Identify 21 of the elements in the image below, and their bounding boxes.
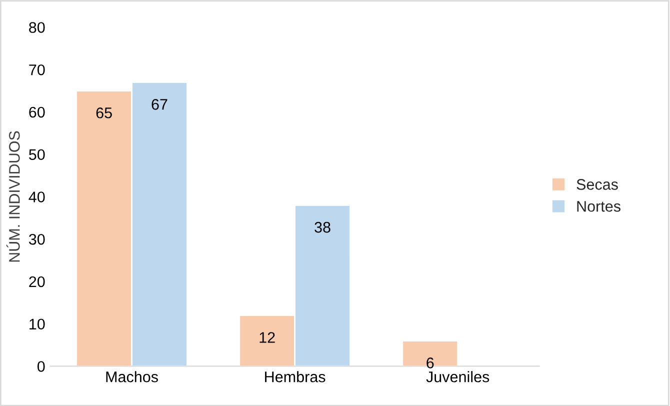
- data-label: 67: [152, 99, 168, 110]
- bar: [402, 340, 459, 366]
- x-tick-label: Juveniles: [426, 371, 490, 382]
- y-tick-label: 50: [29, 149, 45, 160]
- x-tick-label: Hembras: [265, 371, 326, 382]
- legend-label: Secas: [576, 179, 618, 190]
- y-tick-label: 20: [29, 276, 45, 288]
- x-tick-label: Machos: [106, 371, 158, 382]
- data-label: 38: [314, 222, 330, 233]
- y-tick-label: 70: [29, 64, 45, 76]
- y-tick-label: 0: [37, 361, 45, 372]
- data-label: 12: [260, 332, 275, 343]
- y-tick-label: 60: [29, 106, 45, 118]
- y-tick-label: 30: [28, 234, 45, 245]
- data-label: 6: [426, 358, 434, 368]
- y-tick-label: 40: [28, 192, 45, 202]
- data-label: 65: [96, 107, 112, 118]
- y-tick-label: 10: [30, 318, 45, 330]
- y-axis-title: NÚM. INDIVIDUOS: [6, 131, 20, 262]
- y-tick-label: 80: [29, 22, 45, 33]
- legend-label: Nortes: [577, 201, 620, 212]
